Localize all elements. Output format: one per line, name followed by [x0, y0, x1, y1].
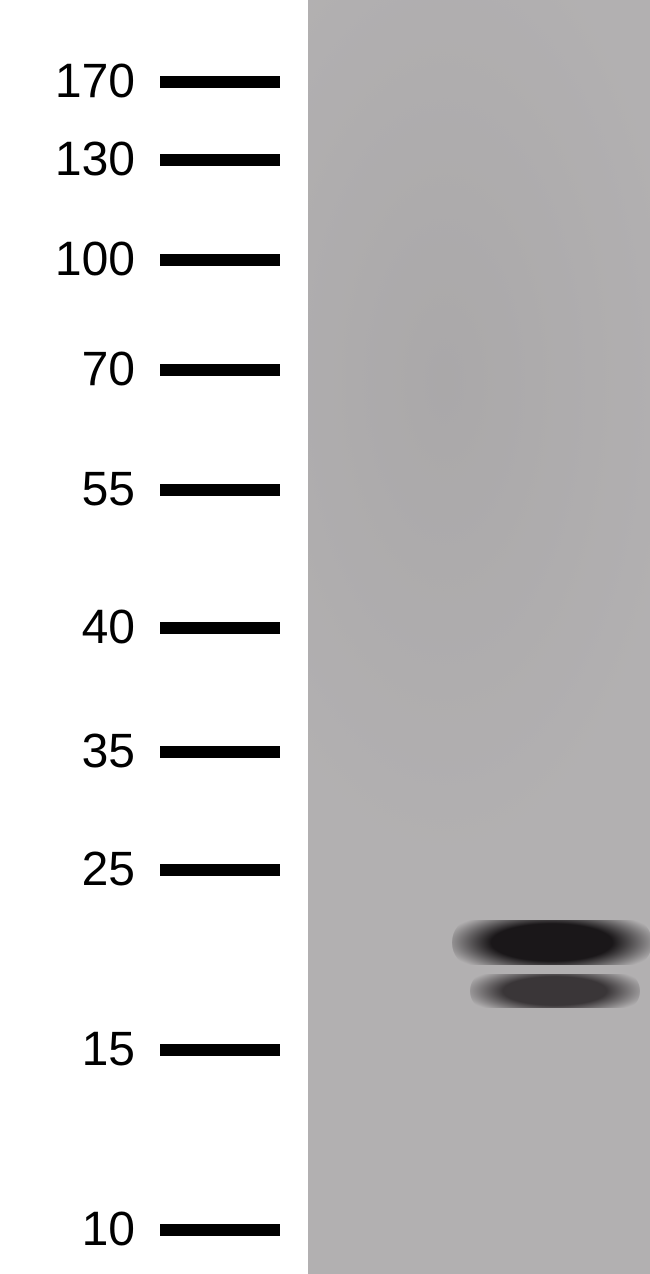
- ladder-label-25: 25: [0, 842, 135, 897]
- ladder-tick-15: [160, 1044, 280, 1056]
- ladder-tick-100: [160, 254, 280, 266]
- blot-membrane: [308, 0, 650, 1274]
- ladder-label-130: 130: [0, 132, 135, 187]
- ladder-label-55: 55: [0, 462, 135, 517]
- ladder-tick-130: [160, 154, 280, 166]
- band-main-band-upper: [452, 920, 650, 965]
- ladder-label-100: 100: [0, 232, 135, 287]
- ladder-tick-40: [160, 622, 280, 634]
- ladder-tick-25: [160, 864, 280, 876]
- ladder-label-15: 15: [0, 1022, 135, 1077]
- ladder-label-40: 40: [0, 600, 135, 655]
- band-secondary-band-lower: [470, 974, 640, 1008]
- ladder-tick-10: [160, 1224, 280, 1236]
- ladder-label-10: 10: [0, 1202, 135, 1257]
- ladder-label-170: 170: [0, 54, 135, 109]
- ladder-tick-70: [160, 364, 280, 376]
- ladder-tick-55: [160, 484, 280, 496]
- ladder-tick-170: [160, 76, 280, 88]
- western-blot-figure: 170 130 100 70 55 40 35 25 15 10: [0, 0, 650, 1274]
- ladder-label-35: 35: [0, 724, 135, 779]
- ladder-label-70: 70: [0, 342, 135, 397]
- ladder-tick-35: [160, 746, 280, 758]
